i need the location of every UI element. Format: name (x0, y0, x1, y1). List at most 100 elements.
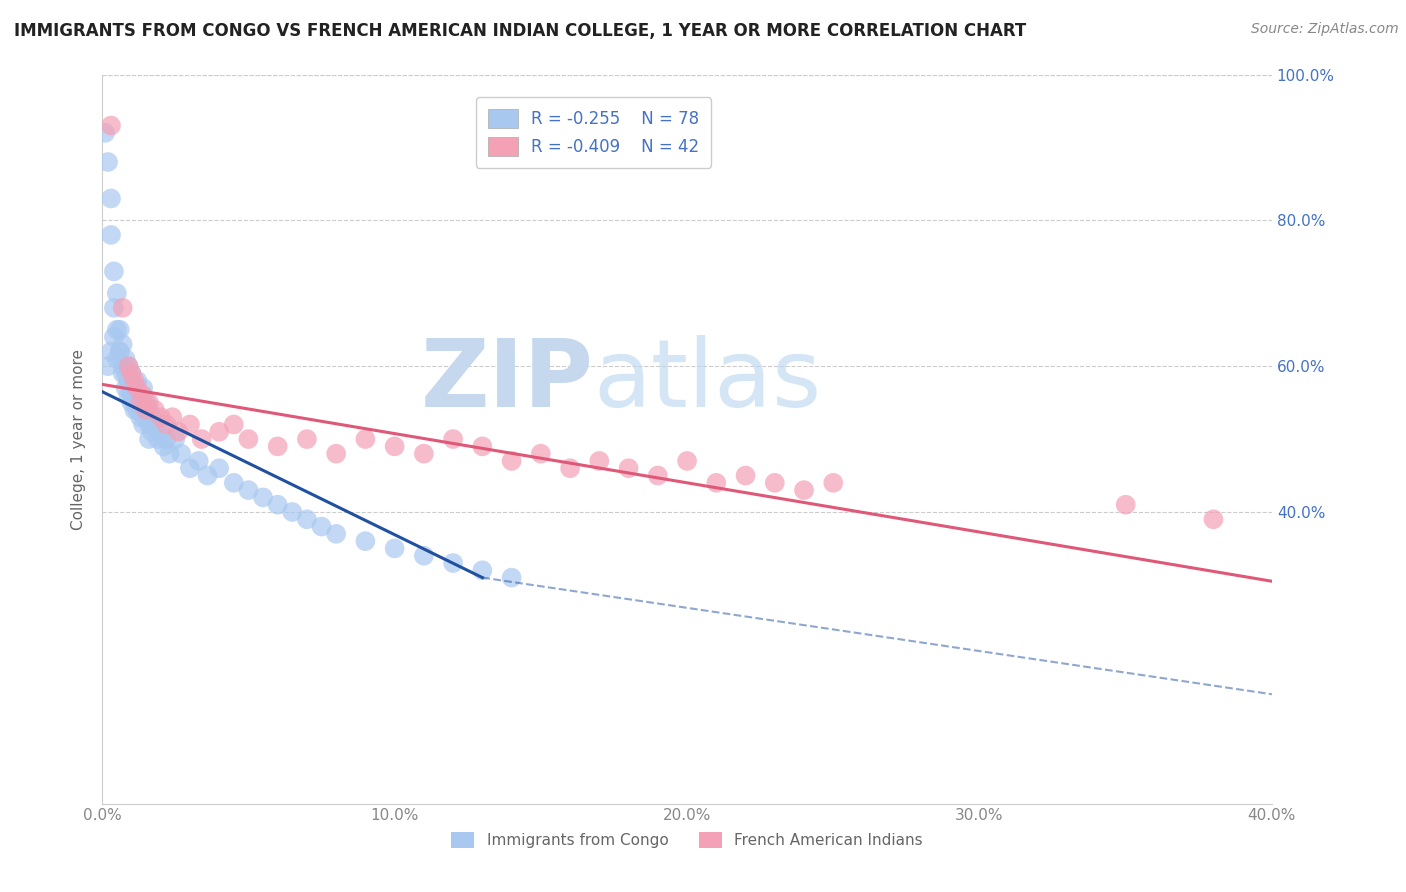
Point (530, 447, 553, 461)
Point (763, 475, 786, 490)
Point (165, 432, 187, 446)
Point (100, 227, 122, 242)
Point (141, 410, 163, 425)
Point (325, 526, 347, 541)
Point (647, 468, 669, 483)
Point (120, 395, 142, 409)
Point (384, 541, 406, 556)
Point (412, 447, 434, 461)
Point (103, 264, 125, 278)
Point (441, 556, 464, 570)
Point (111, 367, 134, 381)
Point (103, 301, 125, 315)
Point (97, 155, 120, 169)
Point (127, 374, 149, 388)
Point (132, 388, 155, 402)
Point (132, 417, 155, 432)
Text: ZIP: ZIP (420, 334, 593, 426)
Point (208, 461, 231, 475)
Point (159, 447, 181, 461)
Point (170, 447, 193, 461)
Point (143, 403, 166, 417)
Point (208, 425, 231, 439)
Point (138, 417, 160, 432)
Point (105, 286, 128, 301)
Point (281, 505, 304, 519)
Point (120, 388, 142, 402)
Point (127, 381, 149, 395)
Point (132, 381, 155, 395)
Point (141, 425, 163, 439)
Point (100, 191, 122, 205)
Point (354, 432, 377, 446)
Text: atlas: atlas (593, 334, 821, 426)
Point (471, 563, 494, 577)
Text: Source: ZipAtlas.com: Source: ZipAtlas.com (1251, 22, 1399, 37)
Point (676, 454, 699, 468)
Point (155, 432, 177, 446)
Point (111, 301, 134, 315)
Point (117, 374, 139, 388)
Point (129, 395, 152, 409)
Point (190, 432, 212, 446)
Legend: R = -0.255    N = 78, R = -0.409    N = 42: R = -0.255 N = 78, R = -0.409 N = 42 (477, 97, 711, 168)
Point (124, 381, 146, 395)
Point (124, 381, 146, 395)
Point (135, 403, 157, 417)
Point (384, 439, 406, 453)
Point (266, 439, 288, 453)
Point (252, 491, 274, 505)
Point (111, 337, 134, 351)
Point (823, 475, 845, 490)
Y-axis label: College, 1 year or more: College, 1 year or more (72, 349, 86, 530)
Point (117, 374, 139, 388)
Point (117, 359, 139, 373)
Point (105, 323, 128, 337)
Point (105, 351, 128, 366)
Point (138, 432, 160, 446)
Point (127, 388, 149, 402)
Point (117, 359, 139, 373)
Point (222, 475, 245, 490)
Point (120, 381, 142, 395)
Point (94, 126, 117, 140)
Point (295, 432, 318, 446)
Point (266, 498, 288, 512)
Point (111, 359, 134, 373)
Point (146, 432, 169, 446)
Point (129, 410, 152, 425)
Point (120, 367, 142, 381)
Point (588, 454, 610, 468)
Point (501, 454, 523, 468)
Point (124, 374, 146, 388)
Point (108, 344, 131, 359)
Point (143, 417, 166, 432)
Point (124, 395, 146, 409)
Point (135, 410, 157, 425)
Point (138, 403, 160, 417)
Point (412, 549, 434, 563)
Point (1202, 512, 1225, 526)
Point (124, 403, 146, 417)
Point (117, 388, 139, 402)
Point (129, 388, 152, 402)
Point (295, 512, 318, 526)
Point (238, 483, 260, 497)
Point (135, 395, 157, 409)
Point (471, 439, 494, 453)
Point (149, 410, 172, 425)
Point (793, 483, 815, 497)
Point (114, 381, 136, 395)
Point (97, 359, 120, 373)
Point (238, 432, 260, 446)
Point (114, 359, 136, 373)
Point (187, 454, 209, 468)
Point (704, 475, 727, 490)
Point (138, 395, 160, 409)
Point (179, 417, 201, 432)
Point (354, 534, 377, 549)
Point (132, 403, 155, 417)
Point (501, 571, 523, 585)
Point (108, 323, 131, 337)
Point (120, 374, 142, 388)
